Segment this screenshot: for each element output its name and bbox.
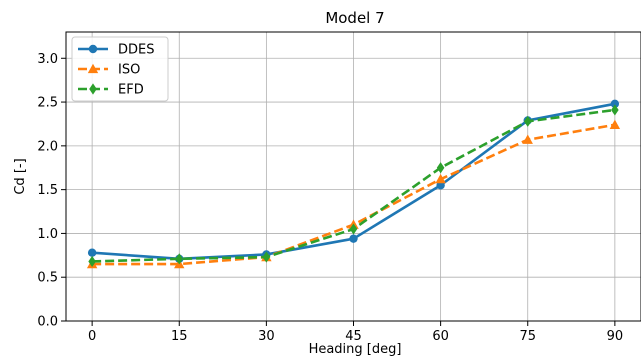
data-point-efd <box>436 162 445 174</box>
legend-marker-efd <box>89 83 97 95</box>
data-point-iso <box>609 119 621 129</box>
x-axis-label: Heading [deg] <box>309 342 402 357</box>
x-tick-label: 75 <box>519 329 536 344</box>
legend: DDES ISO EFD <box>71 36 169 102</box>
y-tick-label: 1.0 <box>37 227 58 242</box>
y-tick-label: 0.5 <box>37 271 58 286</box>
y-tick-label: 3.0 <box>37 52 58 67</box>
legend-marker-iso <box>87 63 99 74</box>
data-point-efd <box>611 104 619 116</box>
legend-label-ddes: DDES <box>118 43 155 58</box>
y-tick-label: 2.0 <box>37 139 58 154</box>
data-point-ddes <box>349 234 358 243</box>
data-point-ddes <box>610 99 620 109</box>
y-tick-label: 1.5 <box>37 183 58 198</box>
x-tick-label: 15 <box>171 329 188 344</box>
series-lines <box>86 99 621 269</box>
x-tick-label: 90 <box>607 329 624 344</box>
y-tick-label: 2.5 <box>37 96 58 111</box>
data-point-efd <box>349 223 358 235</box>
axes: 0 15 30 45 60 75 90 0.0 0.5 1.0 1.5 2.0 2.5 3.0 <box>37 52 623 344</box>
data-point-efd <box>175 253 184 265</box>
x-tick-label: 0 <box>88 329 96 344</box>
legend-label-iso: ISO <box>118 63 140 78</box>
y-axis-label: Cd [-] <box>13 158 28 194</box>
legend-marker-ddes <box>88 44 98 54</box>
data-point-efd <box>262 251 271 263</box>
data-point-iso <box>522 134 533 144</box>
data-point-ddes <box>87 248 97 257</box>
x-tick-label: 30 <box>258 329 275 344</box>
data-point-efd <box>88 255 96 268</box>
data-point-iso <box>435 173 446 184</box>
chart-title: Model 7 <box>325 9 384 27</box>
legend-label-efd: EFD <box>118 83 144 98</box>
x-tick-label: 60 <box>432 329 449 344</box>
x-tick-label: 45 <box>345 329 362 344</box>
data-point-efd <box>523 115 532 127</box>
y-tick-label: 0.0 <box>37 315 58 330</box>
legend-box <box>71 36 169 102</box>
